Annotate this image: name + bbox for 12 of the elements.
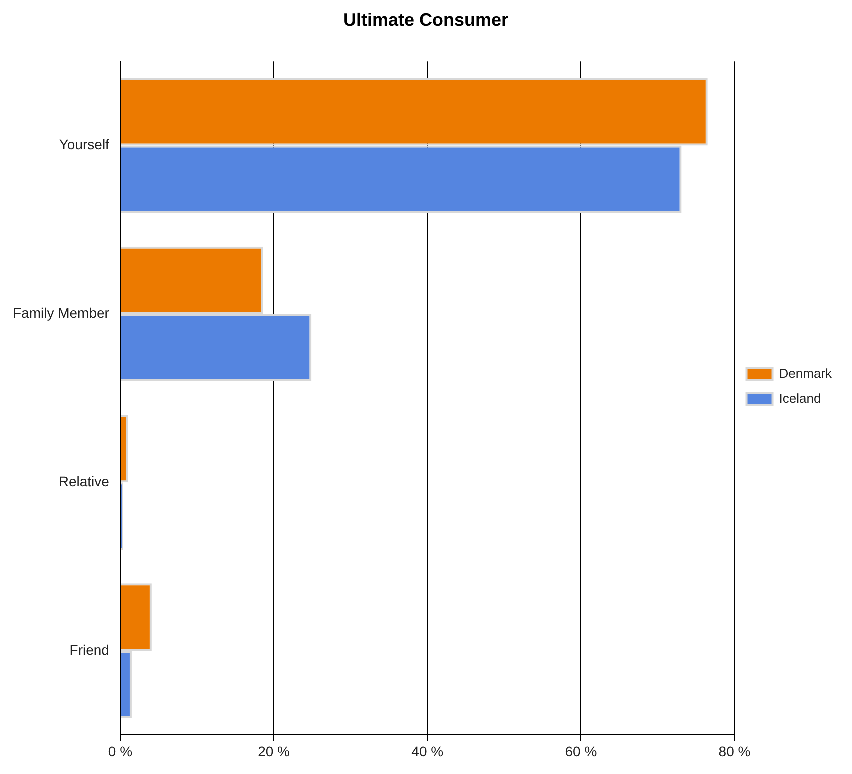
x-tick-label: 20 % <box>258 743 290 760</box>
legend-label: Denmark <box>779 366 832 382</box>
x-tick-label: 80 % <box>718 743 751 760</box>
y-tick-label: Family Member <box>12 305 110 322</box>
x-tick-label: 40 % <box>412 743 444 760</box>
y-tick-label: Friend <box>70 642 110 658</box>
y-tick-label: Yourself <box>59 136 110 153</box>
x-tick-label: 60 % <box>565 743 598 760</box>
legend-label: Iceland <box>779 391 822 406</box>
y-tick-label: Relative <box>58 473 110 490</box>
chart-title: Ultimate Consumer <box>343 10 509 30</box>
x-tick-label: 0 % <box>108 743 133 760</box>
